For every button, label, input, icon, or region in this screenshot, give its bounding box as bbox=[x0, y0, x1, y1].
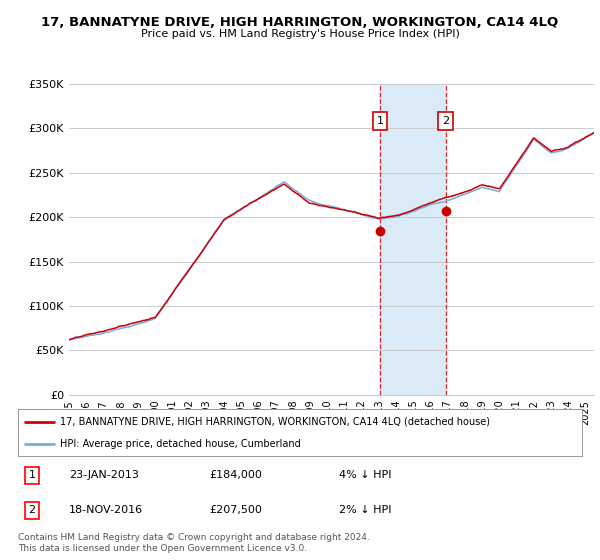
Text: 17, BANNATYNE DRIVE, HIGH HARRINGTON, WORKINGTON, CA14 4LQ (detached house): 17, BANNATYNE DRIVE, HIGH HARRINGTON, WO… bbox=[60, 417, 490, 427]
Text: 18-NOV-2016: 18-NOV-2016 bbox=[69, 505, 143, 515]
Text: 2: 2 bbox=[442, 116, 449, 127]
Text: 4% ↓ HPI: 4% ↓ HPI bbox=[340, 470, 392, 480]
Text: £207,500: £207,500 bbox=[210, 505, 263, 515]
Text: 1: 1 bbox=[377, 116, 383, 127]
Text: 17, BANNATYNE DRIVE, HIGH HARRINGTON, WORKINGTON, CA14 4LQ: 17, BANNATYNE DRIVE, HIGH HARRINGTON, WO… bbox=[41, 16, 559, 29]
Text: 1: 1 bbox=[29, 470, 35, 480]
Text: Price paid vs. HM Land Registry's House Price Index (HPI): Price paid vs. HM Land Registry's House … bbox=[140, 29, 460, 39]
Text: Contains HM Land Registry data © Crown copyright and database right 2024.
This d: Contains HM Land Registry data © Crown c… bbox=[18, 533, 370, 553]
Text: 2% ↓ HPI: 2% ↓ HPI bbox=[340, 505, 392, 515]
Text: 2: 2 bbox=[29, 505, 35, 515]
Text: £184,000: £184,000 bbox=[210, 470, 263, 480]
Text: HPI: Average price, detached house, Cumberland: HPI: Average price, detached house, Cumb… bbox=[60, 438, 301, 449]
Text: 23-JAN-2013: 23-JAN-2013 bbox=[69, 470, 139, 480]
